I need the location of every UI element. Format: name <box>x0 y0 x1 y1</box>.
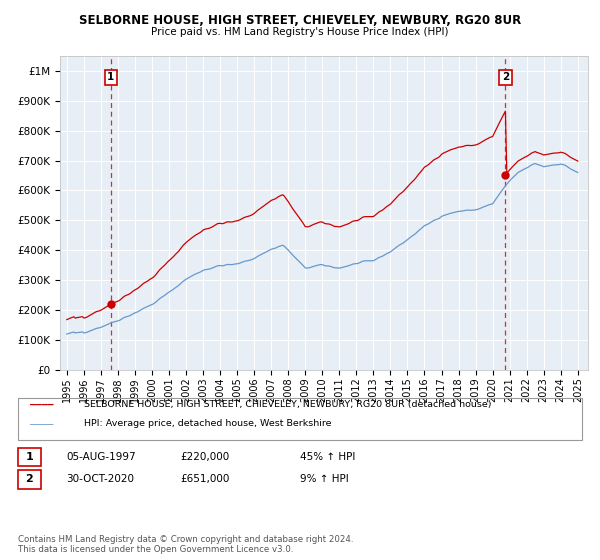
Text: 05-AUG-1997: 05-AUG-1997 <box>66 452 136 462</box>
Point <box>106 300 116 309</box>
Text: 9% ↑ HPI: 9% ↑ HPI <box>300 474 349 484</box>
Text: 30-OCT-2020: 30-OCT-2020 <box>66 474 134 484</box>
Text: ————: ———— <box>30 399 53 409</box>
Text: SELBORNE HOUSE, HIGH STREET, CHIEVELEY, NEWBURY, RG20 8UR (detached house): SELBORNE HOUSE, HIGH STREET, CHIEVELEY, … <box>84 400 491 409</box>
Point <box>500 171 510 180</box>
Text: Contains HM Land Registry data © Crown copyright and database right 2024.
This d: Contains HM Land Registry data © Crown c… <box>18 535 353 554</box>
Text: £220,000: £220,000 <box>180 452 229 462</box>
Text: 1: 1 <box>107 72 115 82</box>
Text: SELBORNE HOUSE, HIGH STREET, CHIEVELEY, NEWBURY, RG20 8UR: SELBORNE HOUSE, HIGH STREET, CHIEVELEY, … <box>79 14 521 27</box>
Text: HPI: Average price, detached house, West Berkshire: HPI: Average price, detached house, West… <box>84 419 331 428</box>
Text: Price paid vs. HM Land Registry's House Price Index (HPI): Price paid vs. HM Land Registry's House … <box>151 27 449 37</box>
Text: 45% ↑ HPI: 45% ↑ HPI <box>300 452 355 462</box>
Text: £651,000: £651,000 <box>180 474 229 484</box>
Text: 2: 2 <box>26 474 33 484</box>
Text: 2: 2 <box>502 72 509 82</box>
Text: 1: 1 <box>26 452 33 462</box>
Text: ————: ———— <box>30 419 53 429</box>
